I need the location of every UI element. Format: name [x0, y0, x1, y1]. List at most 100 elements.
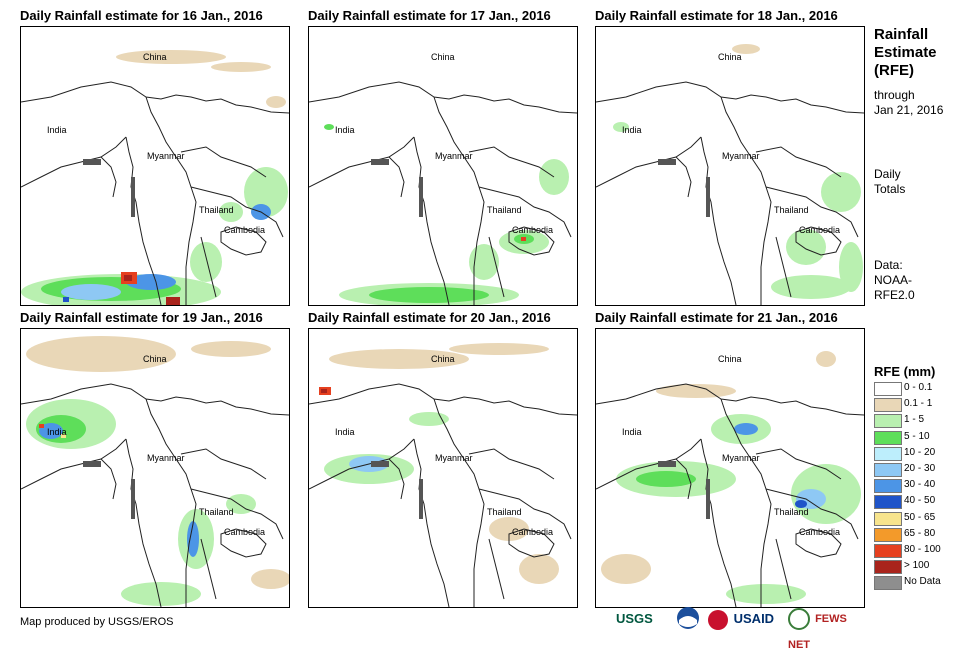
rainfall-map: China India Myanmar Thailand Cambodia — [308, 328, 578, 608]
legend-label: 20 - 30 — [904, 463, 936, 474]
label-india: India — [335, 427, 355, 437]
lakes-rivers — [83, 461, 135, 519]
legend-swatch — [874, 382, 902, 396]
label-india: India — [622, 125, 642, 135]
legend-swatch — [874, 398, 902, 413]
partner-logos: USGS USAID FEWS NET — [616, 606, 868, 651]
panel-title: Daily Rainfall estimate for 19 Jan., 201… — [20, 310, 263, 325]
rainfall-map: China India Myanmar Thailand Cambodia — [20, 26, 290, 306]
daily-totals-block: Daily Totals — [874, 167, 905, 197]
label-thailand: Thailand — [487, 507, 522, 517]
rainfall-map-graphic — [596, 351, 864, 607]
label-thailand: Thailand — [487, 205, 522, 215]
data-source-line: RFE2.0 — [874, 288, 915, 302]
legend-swatch — [874, 479, 902, 494]
label-myanmar: Myanmar — [147, 151, 185, 161]
label-cambodia: Cambodia — [512, 225, 554, 235]
product-title: Rainfall Estimate (RFE) — [874, 26, 937, 80]
legend-swatch — [874, 446, 902, 461]
fewsnet-globe-icon — [788, 608, 810, 631]
label-india: India — [47, 125, 67, 135]
rainfall-map: China India Myanmar Thailand Cambodia — [595, 26, 865, 306]
product-title-line: Estimate — [874, 44, 937, 61]
rainfall-map-graphic — [309, 343, 577, 607]
rainfall-map-graphic — [21, 50, 289, 305]
label-myanmar: Myanmar — [722, 453, 760, 463]
legend-swatch — [874, 511, 902, 526]
legend-title: RFE (mm) — [874, 364, 936, 379]
rainfall-map-graphic — [309, 81, 577, 305]
noaa-emblem-icon — [677, 607, 699, 629]
product-title-line: Rainfall — [874, 26, 929, 43]
rainfall-map: China India Myanmar Thailand Cambodia — [308, 26, 578, 306]
rainfall-map: China India Myanmar Thailand Cambodia — [595, 328, 865, 608]
legend-label: 1 - 5 — [904, 414, 925, 426]
label-cambodia: Cambodia — [512, 527, 554, 537]
label-china: China — [431, 354, 455, 364]
through-label: through — [874, 88, 915, 102]
legend-swatch — [874, 430, 902, 445]
label-cambodia: Cambodia — [224, 225, 266, 235]
panel-title: Daily Rainfall estimate for 20 Jan., 201… — [308, 310, 551, 325]
rainfall-patches — [21, 50, 288, 305]
rainfall-patches — [601, 351, 861, 604]
legend-label: 5 - 10 — [904, 430, 930, 442]
legend-swatch — [874, 560, 902, 575]
legend-label: > 100 — [904, 560, 930, 572]
label-india: India — [47, 427, 67, 437]
product-title-line: (RFE) — [874, 62, 914, 79]
legend-swatch — [874, 463, 902, 477]
label-myanmar: Myanmar — [435, 151, 473, 161]
noaa-logo — [676, 606, 702, 632]
data-source-block: Data: NOAA- RFE2.0 — [874, 258, 915, 303]
usaid-seal-icon — [708, 609, 728, 630]
legend-label: 0.1 - 1 — [904, 398, 933, 410]
usaid-logo: USAID — [708, 606, 788, 632]
lakes-rivers — [371, 461, 423, 519]
legend-label: 65 - 80 — [904, 527, 936, 539]
panel-title: Daily Rainfall estimate for 21 Jan., 201… — [595, 310, 838, 325]
lakes-rivers — [658, 461, 710, 519]
panel-title: Daily Rainfall estimate for 16 Jan., 201… — [20, 8, 263, 23]
legend-swatch — [874, 544, 902, 558]
rainfall-map: China India Myanmar Thailand Cambodia — [20, 328, 290, 608]
label-thailand: Thailand — [199, 507, 234, 517]
label-thailand: Thailand — [199, 205, 234, 215]
panel-title: Daily Rainfall estimate for 18 Jan., 201… — [595, 8, 838, 23]
legend-label: No Data — [904, 576, 941, 588]
through-date: Jan 21, 2016 — [874, 103, 944, 117]
legend-label: 30 - 40 — [904, 479, 936, 491]
data-source-line: NOAA- — [874, 273, 913, 287]
country-borders — [309, 383, 577, 607]
label-cambodia: Cambodia — [224, 527, 266, 537]
country-borders — [596, 383, 864, 607]
lakes-rivers — [83, 159, 135, 217]
legend-label: 0 - 0.1 — [904, 382, 933, 393]
legend-swatch — [874, 414, 902, 429]
map-credit: Map produced by USGS/EROS — [20, 616, 174, 628]
lakes-rivers — [371, 159, 423, 217]
country-borders — [21, 383, 289, 607]
legend-label: 50 - 65 — [904, 511, 936, 523]
usgs-logo: USGS — [616, 606, 653, 632]
label-myanmar: Myanmar — [147, 453, 185, 463]
panel-title: Daily Rainfall estimate for 17 Jan., 201… — [308, 8, 551, 23]
rainfall-map-graphic — [596, 44, 864, 305]
country-borders — [309, 81, 577, 305]
usgs-logo-text: USGS — [616, 611, 653, 626]
country-borders — [21, 81, 289, 305]
label-india: India — [622, 427, 642, 437]
daily-totals-line: Totals — [874, 182, 906, 196]
label-cambodia: Cambodia — [799, 527, 841, 537]
legend-label: 80 - 100 — [904, 544, 941, 555]
label-thailand: Thailand — [774, 205, 809, 215]
label-myanmar: Myanmar — [722, 151, 760, 161]
usaid-logo-text: USAID — [733, 611, 775, 626]
label-thailand: Thailand — [774, 507, 809, 517]
label-china: China — [718, 354, 742, 364]
fewsnet-logo: FEWS NET — [788, 606, 868, 651]
rainfall-map-graphic — [21, 336, 289, 607]
legend-swatch — [874, 576, 902, 591]
label-myanmar: Myanmar — [435, 453, 473, 463]
label-india: India — [335, 125, 355, 135]
